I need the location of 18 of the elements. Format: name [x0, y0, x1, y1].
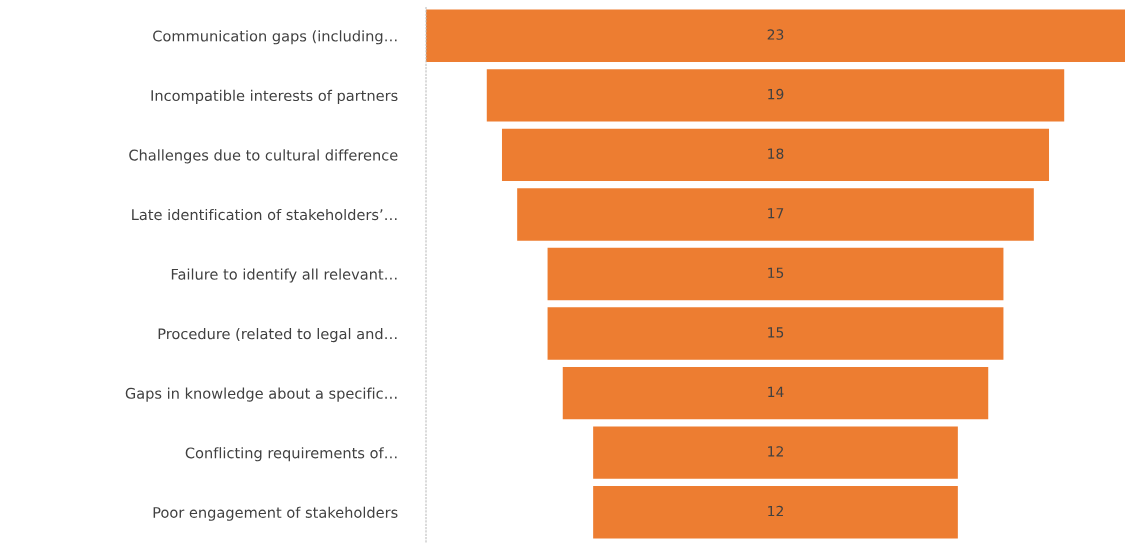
- data-label: 19: [768, 88, 784, 100]
- data-label: 15: [768, 267, 784, 279]
- category-label: Failure to identify all relevant…: [171, 268, 397, 283]
- data-label: 17: [768, 208, 784, 219]
- category-label: Challenges due to cultural difference: [129, 149, 398, 164]
- data-label: 23: [767, 29, 784, 40]
- data-label: 12: [768, 446, 783, 457]
- category-label: Communication gaps (including…: [153, 30, 397, 45]
- category-label: Conflicting requirements of…: [185, 447, 397, 462]
- category-label: Gaps in knowledge about a specific…: [125, 387, 397, 402]
- category-label: Poor engagement of stakeholders: [153, 506, 398, 521]
- data-label: 18: [768, 148, 784, 159]
- data-label: 14: [768, 386, 784, 397]
- category-label: Procedure (related to legal and…: [158, 328, 397, 343]
- data-label: 12: [768, 505, 783, 517]
- category-label: Late identification of stakeholders’…: [132, 208, 397, 221]
- data-label: 15: [768, 327, 784, 338]
- category-label: Incompatible interests of partners: [151, 89, 398, 104]
